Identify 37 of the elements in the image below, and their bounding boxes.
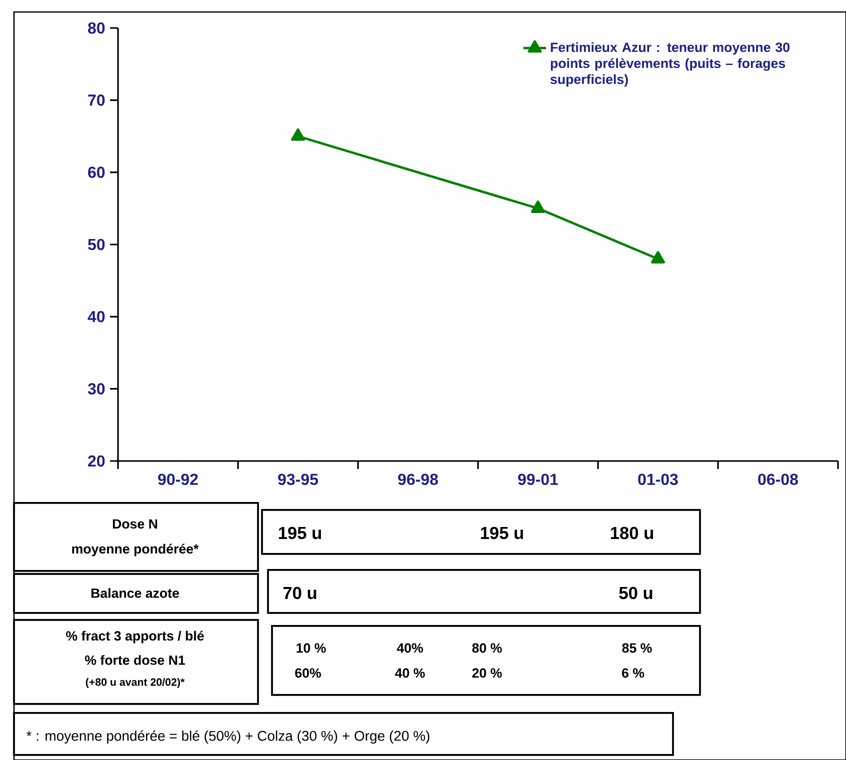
text: 40% bbox=[396, 643, 423, 653]
text: 10 % bbox=[296, 643, 326, 653]
y-tick-label: 20 bbox=[88, 455, 105, 467]
y-tick-label: 70 bbox=[88, 94, 105, 106]
x-tick-label: 01-03 bbox=[638, 474, 678, 486]
text: 195 u bbox=[278, 526, 322, 540]
x-tick-label: 96-98 bbox=[398, 474, 438, 486]
y-tick-label: 40 bbox=[88, 311, 105, 322]
x-tick-label: 99-01 bbox=[518, 474, 558, 486]
point bbox=[291, 128, 305, 141]
text: 80 % bbox=[472, 643, 502, 653]
text: (+80 u avant 20/02)* bbox=[86, 678, 185, 688]
y-tick-label: 30 bbox=[88, 383, 105, 395]
point bbox=[651, 251, 665, 264]
text: % fract 3 apports / blé bbox=[66, 630, 204, 644]
text: 70 u bbox=[283, 586, 316, 600]
point bbox=[531, 200, 545, 213]
text: 40 % bbox=[395, 668, 425, 678]
text: 85 % bbox=[622, 643, 652, 653]
text: 50 u bbox=[619, 586, 652, 600]
text: * : moyenne pondérée = blé (50%) + Colza (30 %) + Orge (20 %) bbox=[26, 730, 430, 744]
text: 20 % bbox=[472, 668, 502, 678]
x-tick-label: 93-95 bbox=[278, 474, 318, 486]
text: 6 % bbox=[622, 668, 644, 678]
y-tick-label: 50 bbox=[88, 238, 105, 250]
text: 180 u bbox=[610, 526, 654, 540]
text: Dose N bbox=[112, 519, 158, 529]
text: moyenne pondérée* bbox=[72, 544, 199, 556]
y-tick-label: 60 bbox=[88, 166, 105, 178]
y-tick-label: 80 bbox=[88, 22, 105, 34]
text: % forte dose N1 bbox=[84, 655, 186, 665]
legend-label: Fertimieux Azur : teneur moyenne 30 points prélèvements (puits – forages superficiels) bbox=[550, 42, 790, 87]
x-tick-label: 06-08 bbox=[758, 474, 798, 486]
text: 195 u bbox=[480, 526, 524, 540]
text: Balance azote bbox=[91, 588, 179, 598]
text: 60% bbox=[295, 668, 321, 678]
x-tick-label: 90-92 bbox=[158, 474, 198, 486]
